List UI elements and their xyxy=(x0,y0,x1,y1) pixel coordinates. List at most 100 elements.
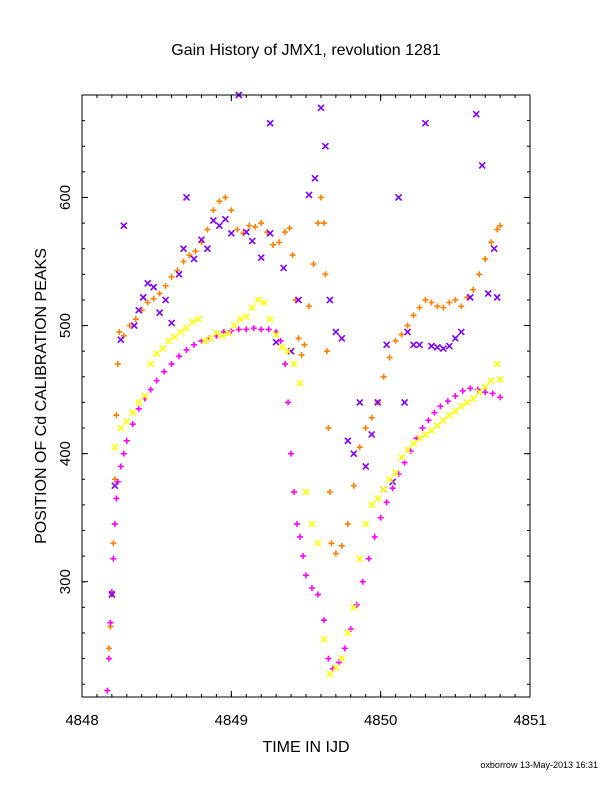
data-point xyxy=(153,377,160,384)
data-point xyxy=(389,485,396,492)
data-point xyxy=(431,409,438,416)
data-point xyxy=(489,390,496,397)
y-tick-label: 400 xyxy=(57,441,74,466)
data-point xyxy=(338,542,345,549)
data-point xyxy=(311,174,319,182)
data-point xyxy=(285,399,292,406)
data-point xyxy=(325,425,332,432)
data-point xyxy=(130,321,138,330)
data-point xyxy=(156,309,164,317)
data-point xyxy=(463,398,471,406)
data-point xyxy=(332,328,340,336)
data-point xyxy=(310,261,317,268)
data-point xyxy=(224,329,232,337)
y-tick-label: 500 xyxy=(57,313,74,338)
data-point xyxy=(347,626,354,633)
data-point xyxy=(182,324,191,332)
data-point xyxy=(191,341,197,348)
data-point xyxy=(258,326,265,333)
data-point xyxy=(466,293,474,301)
data-point xyxy=(421,430,430,438)
data-point xyxy=(380,373,387,380)
data-point xyxy=(168,273,175,280)
data-point xyxy=(210,207,217,214)
plot-frame xyxy=(81,94,531,698)
data-point xyxy=(144,299,151,306)
data-point xyxy=(326,670,334,678)
data-point xyxy=(296,379,304,387)
data-point xyxy=(284,347,292,355)
data-point xyxy=(409,439,418,447)
data-point xyxy=(314,539,322,547)
data-point xyxy=(272,338,280,346)
data-point xyxy=(433,343,441,351)
data-point xyxy=(277,337,284,344)
data-point xyxy=(114,360,121,367)
data-point xyxy=(419,425,426,432)
data-point xyxy=(380,485,388,494)
data-point xyxy=(374,398,382,406)
data-point xyxy=(266,315,274,323)
data-point xyxy=(488,239,495,246)
data-point xyxy=(209,216,217,225)
data-point xyxy=(440,304,447,311)
data-point xyxy=(444,398,451,405)
data-point xyxy=(227,229,235,237)
data-point xyxy=(496,375,504,383)
data-point xyxy=(476,271,483,278)
data-point xyxy=(280,264,288,272)
data-point xyxy=(428,299,435,306)
data-point xyxy=(289,252,296,259)
data-point xyxy=(445,342,453,350)
data-point xyxy=(403,328,412,336)
data-point xyxy=(490,245,498,253)
data-point xyxy=(317,194,324,201)
data-point xyxy=(114,478,121,485)
data-point xyxy=(117,424,125,432)
data-point xyxy=(497,394,504,401)
y-axis-label: POSITION OF Cd CALIBRATION PEAKS xyxy=(33,248,50,544)
data-point xyxy=(203,245,212,253)
data-point xyxy=(401,459,408,466)
data-point xyxy=(113,412,120,419)
data-point xyxy=(110,540,117,547)
data-point xyxy=(248,304,256,312)
data-point xyxy=(317,104,325,112)
data-point xyxy=(416,304,423,311)
data-point xyxy=(467,385,474,392)
data-point xyxy=(308,585,315,592)
footer-credit: oxborrow 13-May-2013 16:31 xyxy=(480,760,598,770)
series-1 xyxy=(104,325,504,694)
data-point xyxy=(270,241,277,248)
data-point xyxy=(108,590,116,599)
data-point xyxy=(129,421,136,428)
data-point xyxy=(457,402,465,410)
data-point xyxy=(254,296,262,304)
data-point xyxy=(248,237,256,245)
data-point xyxy=(206,334,214,342)
data-point xyxy=(105,655,112,662)
data-point xyxy=(497,222,504,229)
data-point xyxy=(433,421,441,430)
data-point xyxy=(200,337,209,345)
data-point xyxy=(452,296,459,303)
data-point xyxy=(111,482,119,490)
data-point xyxy=(487,377,495,385)
plot-marks xyxy=(104,91,504,694)
data-point xyxy=(320,635,328,643)
data-point xyxy=(409,341,418,349)
data-point xyxy=(179,245,188,253)
data-point xyxy=(161,368,168,375)
data-point xyxy=(123,418,131,426)
data-point xyxy=(350,603,358,611)
data-point xyxy=(156,290,163,297)
data-point xyxy=(484,289,492,298)
data-point xyxy=(276,239,283,246)
data-point xyxy=(215,222,223,230)
y-tick-label: 600 xyxy=(57,185,74,210)
data-point xyxy=(135,306,143,314)
data-point xyxy=(403,446,412,454)
data-point xyxy=(493,360,501,368)
data-point xyxy=(415,341,424,349)
data-point xyxy=(451,407,459,415)
